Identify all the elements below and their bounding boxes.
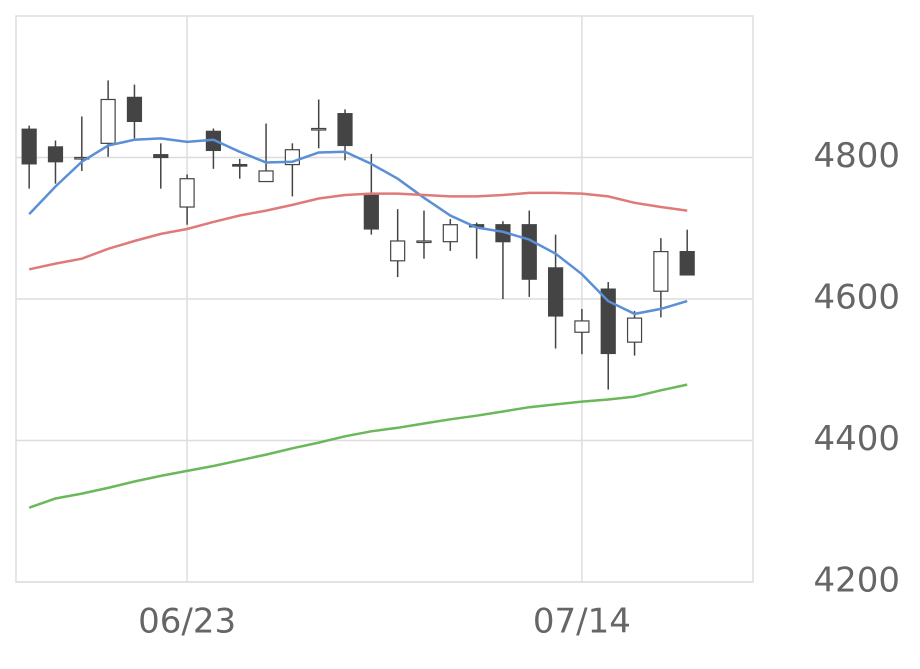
candle-body — [416, 240, 432, 244]
candle-body — [311, 127, 327, 131]
candle-body — [679, 250, 695, 276]
candle-body — [337, 113, 353, 147]
candle-body — [442, 224, 458, 243]
candle-body — [390, 240, 406, 262]
y-tick-label: 4400 — [813, 419, 900, 459]
candle-body — [179, 178, 195, 208]
candle-body — [626, 317, 643, 343]
candle-body — [574, 320, 590, 333]
candle-body — [232, 163, 248, 167]
candle-body — [100, 98, 116, 144]
candle-body — [600, 288, 616, 355]
candle-body — [153, 154, 169, 159]
x-tick-label: 07/14 — [533, 602, 631, 642]
candle-body — [258, 170, 274, 183]
moving-average-line — [28, 191, 688, 271]
moving-average-line — [28, 137, 688, 316]
candle-body — [47, 146, 64, 163]
candle-body — [521, 224, 537, 280]
candle-body — [21, 128, 37, 165]
x-tick-label: 06/23 — [138, 602, 236, 642]
y-tick-label: 4800 — [813, 136, 900, 176]
y-tick-label: 4600 — [813, 278, 900, 318]
candle-body — [363, 192, 379, 230]
candle-body — [126, 96, 143, 123]
y-tick-label: 4200 — [813, 561, 900, 601]
candle-body — [547, 267, 564, 317]
candle-body — [653, 250, 669, 292]
moving-average-line — [28, 383, 688, 509]
